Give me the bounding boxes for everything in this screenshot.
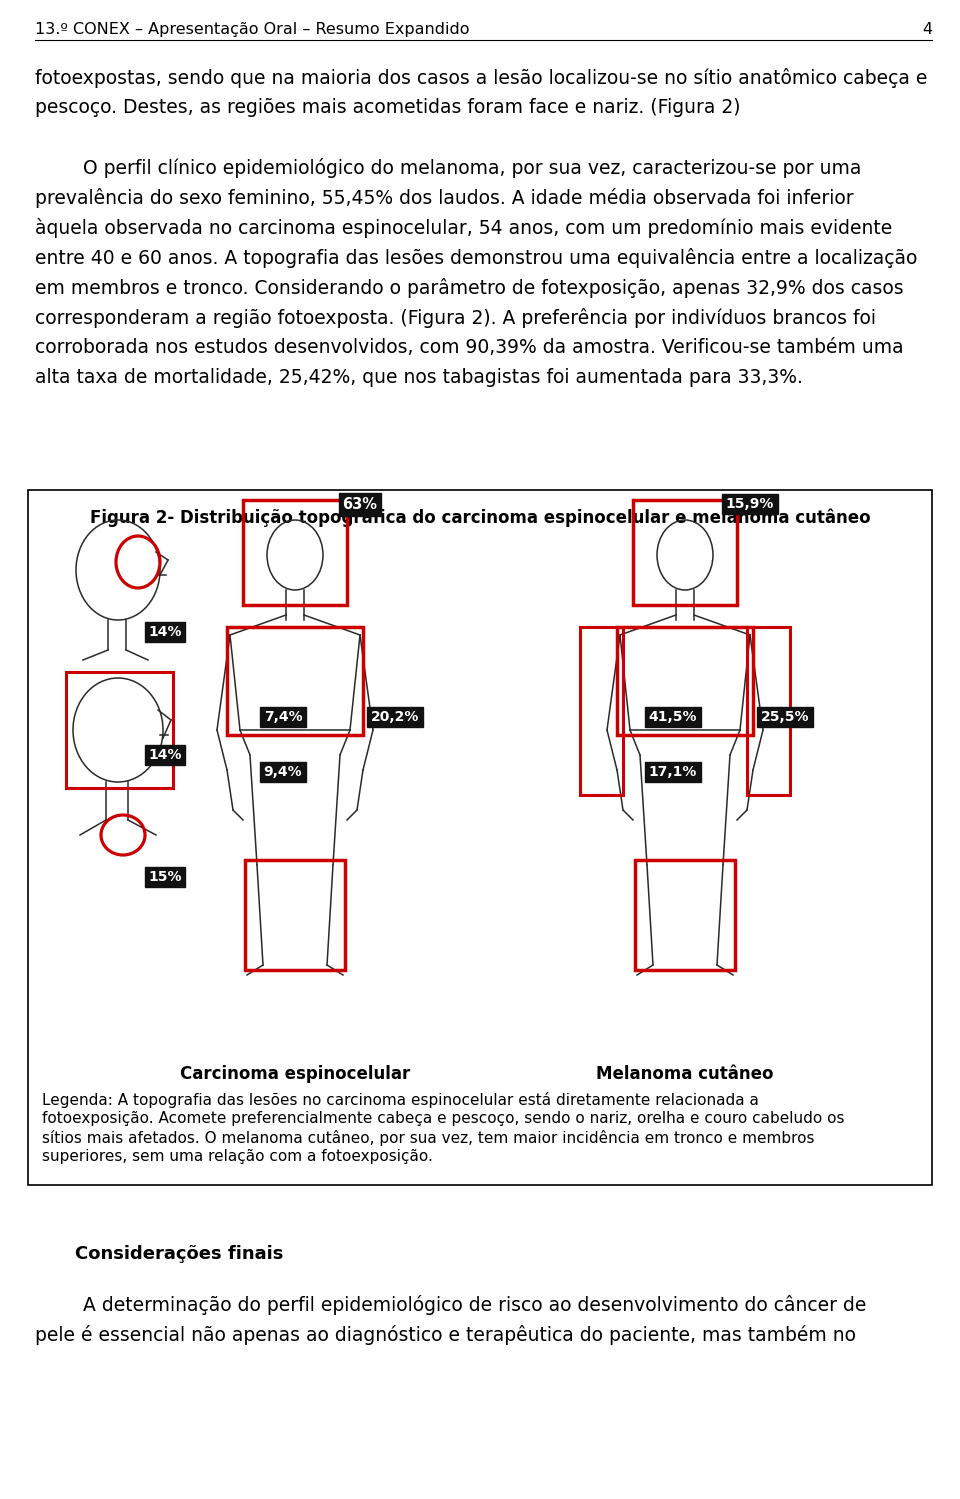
Text: em membros e tronco. Considerando o parâmetro de fotexposição, apenas 32,9% dos : em membros e tronco. Considerando o parâ…	[35, 277, 903, 298]
Text: àquela observada no carcinoma espinocelular, 54 anos, com um predomínio mais evi: àquela observada no carcinoma espinocelu…	[35, 217, 892, 238]
Text: alta taxa de mortalidade, 25,42%, que nos tabagistas foi aumentada para 33,3%.: alta taxa de mortalidade, 25,42%, que no…	[35, 367, 803, 387]
Text: Figura 2- Distribuição topográfica do carcinoma espinocelular e melanoma cutâneo: Figura 2- Distribuição topográfica do ca…	[89, 508, 871, 526]
Bar	[633, 501, 737, 606]
Bar	[580, 627, 623, 794]
Text: 14%: 14%	[148, 625, 181, 639]
Text: sítios mais afetados. O melanoma cutâneo, por sua vez, tem maior incidência em t: sítios mais afetados. O melanoma cutâneo…	[42, 1130, 814, 1147]
Text: 41,5%: 41,5%	[649, 711, 697, 724]
Text: 9,4%: 9,4%	[264, 764, 302, 779]
Text: Considerações finais: Considerações finais	[75, 1246, 283, 1264]
Text: fotoexposição. Acomete preferencialmente cabeça e pescoço, sendo o nariz, orelha: fotoexposição. Acomete preferencialmente…	[42, 1111, 845, 1126]
Text: corresponderam a região fotoexposta. (Figura 2). A preferência por indivíduos br: corresponderam a região fotoexposta. (Fi…	[35, 307, 876, 328]
Text: corroborada nos estudos desenvolvidos, com 90,39% da amostra. Verificou-se també: corroborada nos estudos desenvolvidos, c…	[35, 337, 903, 357]
Text: 20,2%: 20,2%	[371, 711, 420, 724]
Text: prevalência do sexo feminino, 55,45% dos laudos. A idade média observada foi inf: prevalência do sexo feminino, 55,45% dos…	[35, 187, 853, 208]
Text: Carcinoma espinocelular: Carcinoma espinocelular	[180, 1064, 410, 1082]
Text: 14%: 14%	[148, 748, 181, 761]
Bar	[28, 490, 932, 1186]
Text: A determinação do perfil epidemiológico de risco ao desenvolvimento do câncer de: A determinação do perfil epidemiológico …	[35, 1295, 866, 1315]
Bar	[227, 627, 363, 735]
Text: 13.º CONEX – Apresentação Oral – Resumo Expandido: 13.º CONEX – Apresentação Oral – Resumo …	[35, 22, 469, 37]
Text: pescoço. Destes, as regiões mais acometidas foram face e nariz. (Figura 2): pescoço. Destes, as regiões mais acometi…	[35, 97, 740, 117]
Text: entre 40 e 60 anos. A topografia das lesões demonstrou uma equivalência entre a : entre 40 e 60 anos. A topografia das les…	[35, 247, 918, 268]
Text: fotoexpostas, sendo que na maioria dos casos a lesão localizou-se no sítio anatô: fotoexpostas, sendo que na maioria dos c…	[35, 67, 927, 88]
Text: superiores, sem uma relação com a fotoexposição.: superiores, sem uma relação com a fotoex…	[42, 1150, 433, 1165]
Text: 15%: 15%	[148, 869, 181, 884]
Bar	[635, 860, 735, 970]
Text: 17,1%: 17,1%	[649, 764, 697, 779]
Text: Melanoma cutâneo: Melanoma cutâneo	[596, 1064, 774, 1082]
Text: 7,4%: 7,4%	[264, 711, 302, 724]
Text: 25,5%: 25,5%	[760, 711, 809, 724]
Bar	[243, 501, 347, 606]
Text: pele é essencial não apenas ao diagnóstico e terapêutica do paciente, mas também: pele é essencial não apenas ao diagnósti…	[35, 1325, 856, 1345]
Bar	[747, 627, 790, 794]
Text: 4: 4	[922, 22, 932, 37]
Bar	[245, 860, 345, 970]
Text: Legenda: A topografia das lesões no carcinoma espinocelular está diretamente rel: Legenda: A topografia das lesões no carc…	[42, 1091, 758, 1108]
Text: O perfil clínico epidemiológico do melanoma, por sua vez, caracterizou-se por um: O perfil clínico epidemiológico do melan…	[35, 157, 861, 178]
Text: 15,9%: 15,9%	[726, 498, 774, 511]
Text: 63%: 63%	[343, 498, 377, 513]
Bar	[66, 672, 173, 788]
Bar	[617, 627, 753, 735]
